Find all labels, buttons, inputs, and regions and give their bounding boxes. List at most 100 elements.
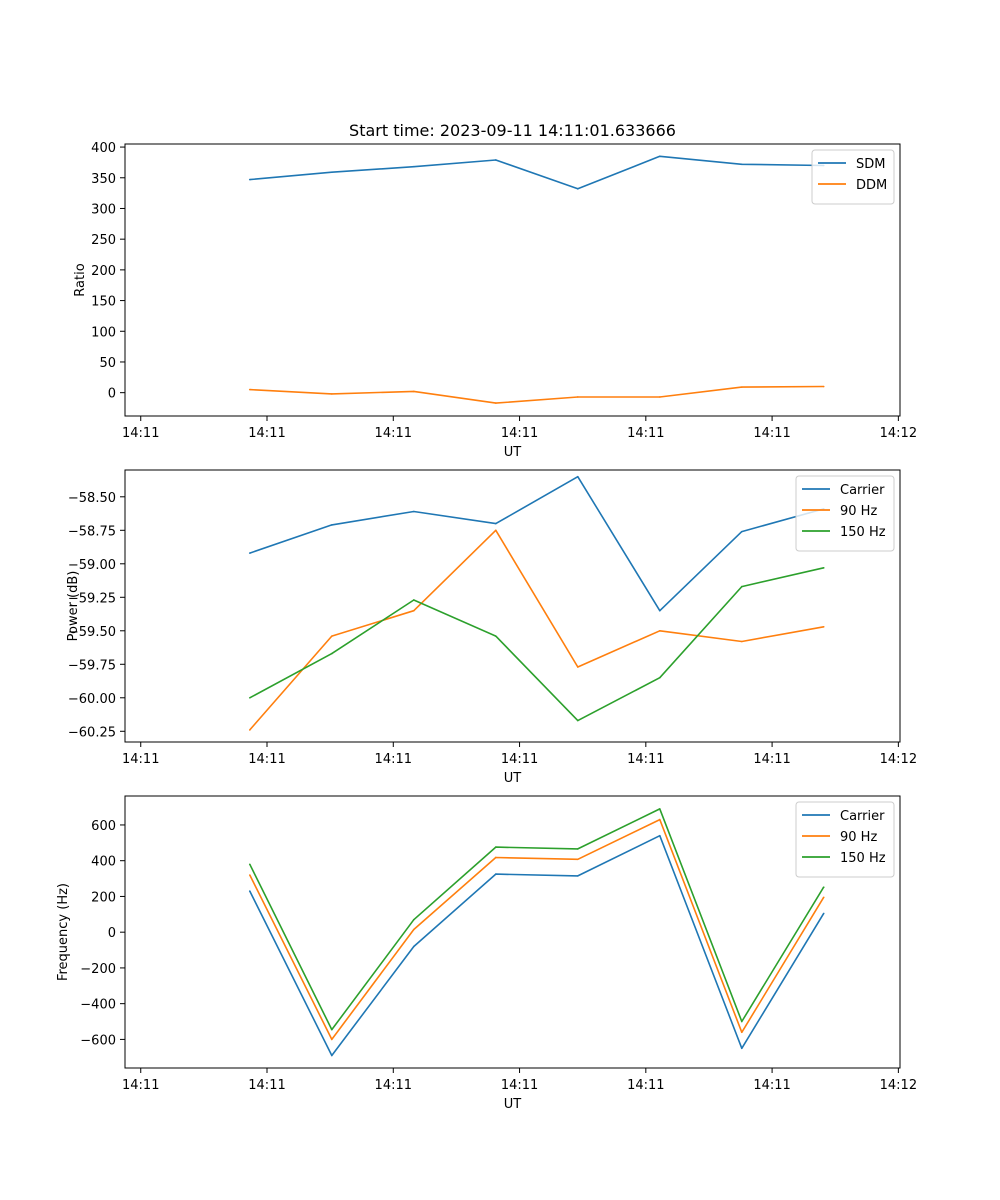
x-tick-label: 14:12 <box>880 752 917 767</box>
x-axis-label: UT <box>504 771 522 786</box>
x-tick-label: 14:11 <box>753 752 790 767</box>
data-point <box>330 1054 333 1057</box>
y-tick-label: −58.50 <box>68 491 116 506</box>
data-point <box>576 188 579 190</box>
data-point <box>494 846 497 848</box>
data-point <box>330 1038 333 1041</box>
series-line-150-hz <box>249 808 825 1031</box>
data-point <box>740 530 743 533</box>
y-tick-label: 150 <box>91 295 116 310</box>
data-point <box>412 918 415 921</box>
x-tick-label: 14:11 <box>375 1078 412 1093</box>
data-point <box>494 522 497 525</box>
series-line-90-hz <box>249 818 825 1041</box>
y-tick-label: 200 <box>91 264 116 279</box>
data-point <box>412 609 415 612</box>
y-tick-label: −59.25 <box>68 591 116 606</box>
data-point <box>494 159 497 161</box>
x-tick-label: 14:11 <box>501 1078 538 1093</box>
chart-1: Start time: 2023-09-11 14:11:01.633666 14… <box>73 121 917 460</box>
y-tick-label: −58.75 <box>68 524 116 539</box>
y-tick-label: 200 <box>91 890 116 905</box>
series-line-90-hz <box>249 529 824 731</box>
x-tick-label: 14:11 <box>753 1078 790 1093</box>
data-point <box>740 386 743 388</box>
data-point <box>576 858 579 861</box>
x-tick-label: 14:11 <box>627 426 664 441</box>
x-tick-label: 14:11 <box>248 426 285 441</box>
y-axis-label: Ratio <box>73 263 88 296</box>
legend: Carrier 90 Hz 150 Hz <box>795 475 895 552</box>
data-point <box>658 818 661 821</box>
series-line-sdm <box>249 155 824 190</box>
x-tick-label: 14:11 <box>122 1078 159 1093</box>
data-point <box>822 385 825 388</box>
chart-3: 14:11 14:11 14:11 14:11 14:11 14:11 14:12 −600 −… <box>56 795 917 1112</box>
data-point <box>822 567 825 569</box>
data-point <box>658 834 661 837</box>
data-point <box>822 625 825 628</box>
x-tick-label: 14:11 <box>248 1078 285 1093</box>
data-point <box>330 393 333 395</box>
y-tick-label: −60.00 <box>68 692 116 707</box>
x-tick-label: 14:11 <box>122 752 159 767</box>
data-point <box>576 666 579 668</box>
legend: Carrier 90 Hz 150 Hz <box>795 801 895 878</box>
x-tick-label: 14:11 <box>753 426 790 441</box>
data-point <box>576 719 579 722</box>
y-tick-label: 400 <box>91 141 116 156</box>
y-tick-label: −600 <box>80 1033 116 1048</box>
data-point <box>248 874 251 876</box>
data-point <box>248 388 251 391</box>
legend-label: Carrier <box>840 809 885 824</box>
data-point <box>412 165 415 168</box>
data-point <box>740 1047 743 1050</box>
series-line-ddm <box>249 385 824 404</box>
data-point <box>330 652 333 655</box>
data-point <box>822 886 825 888</box>
data-point <box>330 635 333 637</box>
data-point <box>658 155 661 158</box>
legend-label: 90 Hz <box>840 830 877 845</box>
y-tick-label: 250 <box>91 233 116 248</box>
legend-label: SDM <box>856 157 885 172</box>
data-point <box>494 856 497 859</box>
data-point <box>248 729 251 731</box>
data-point <box>494 402 497 404</box>
data-point <box>658 676 661 679</box>
data-point <box>658 808 661 810</box>
series-line-carrier <box>249 834 825 1057</box>
data-point <box>248 696 251 699</box>
x-tick-label: 14:11 <box>627 1078 664 1093</box>
data-point <box>494 873 497 875</box>
data-point <box>822 912 825 915</box>
x-tick-label: 14:12 <box>880 426 917 441</box>
y-tick-label: 350 <box>91 172 116 187</box>
data-point <box>412 928 415 931</box>
legend-label: DDM <box>856 178 887 193</box>
data-point <box>740 163 743 166</box>
x-tick-label: 14:11 <box>627 752 664 767</box>
y-tick-label: −60.25 <box>68 725 116 740</box>
legend-label: 150 Hz <box>840 851 886 866</box>
data-point <box>740 640 743 643</box>
y-tick-label: 0 <box>108 387 116 402</box>
data-point <box>330 171 333 174</box>
y-tick-label: 400 <box>91 855 116 870</box>
y-tick-label: 100 <box>91 325 116 340</box>
y-tick-label: −400 <box>80 998 116 1013</box>
y-tick-label: 50 <box>99 356 116 371</box>
axes-frame <box>124 143 901 417</box>
axes-frame <box>124 469 901 743</box>
x-axis-label: UT <box>504 1097 522 1112</box>
legend: SDM DDM <box>811 149 895 205</box>
legend-label: 90 Hz <box>840 504 877 519</box>
legend-box <box>795 475 895 552</box>
data-point <box>248 552 251 554</box>
y-tick-label: −59.00 <box>68 558 116 573</box>
legend-label: Carrier <box>840 483 885 498</box>
y-tick-label: −59.50 <box>68 625 116 640</box>
data-point <box>412 599 415 601</box>
data-point <box>658 609 661 612</box>
